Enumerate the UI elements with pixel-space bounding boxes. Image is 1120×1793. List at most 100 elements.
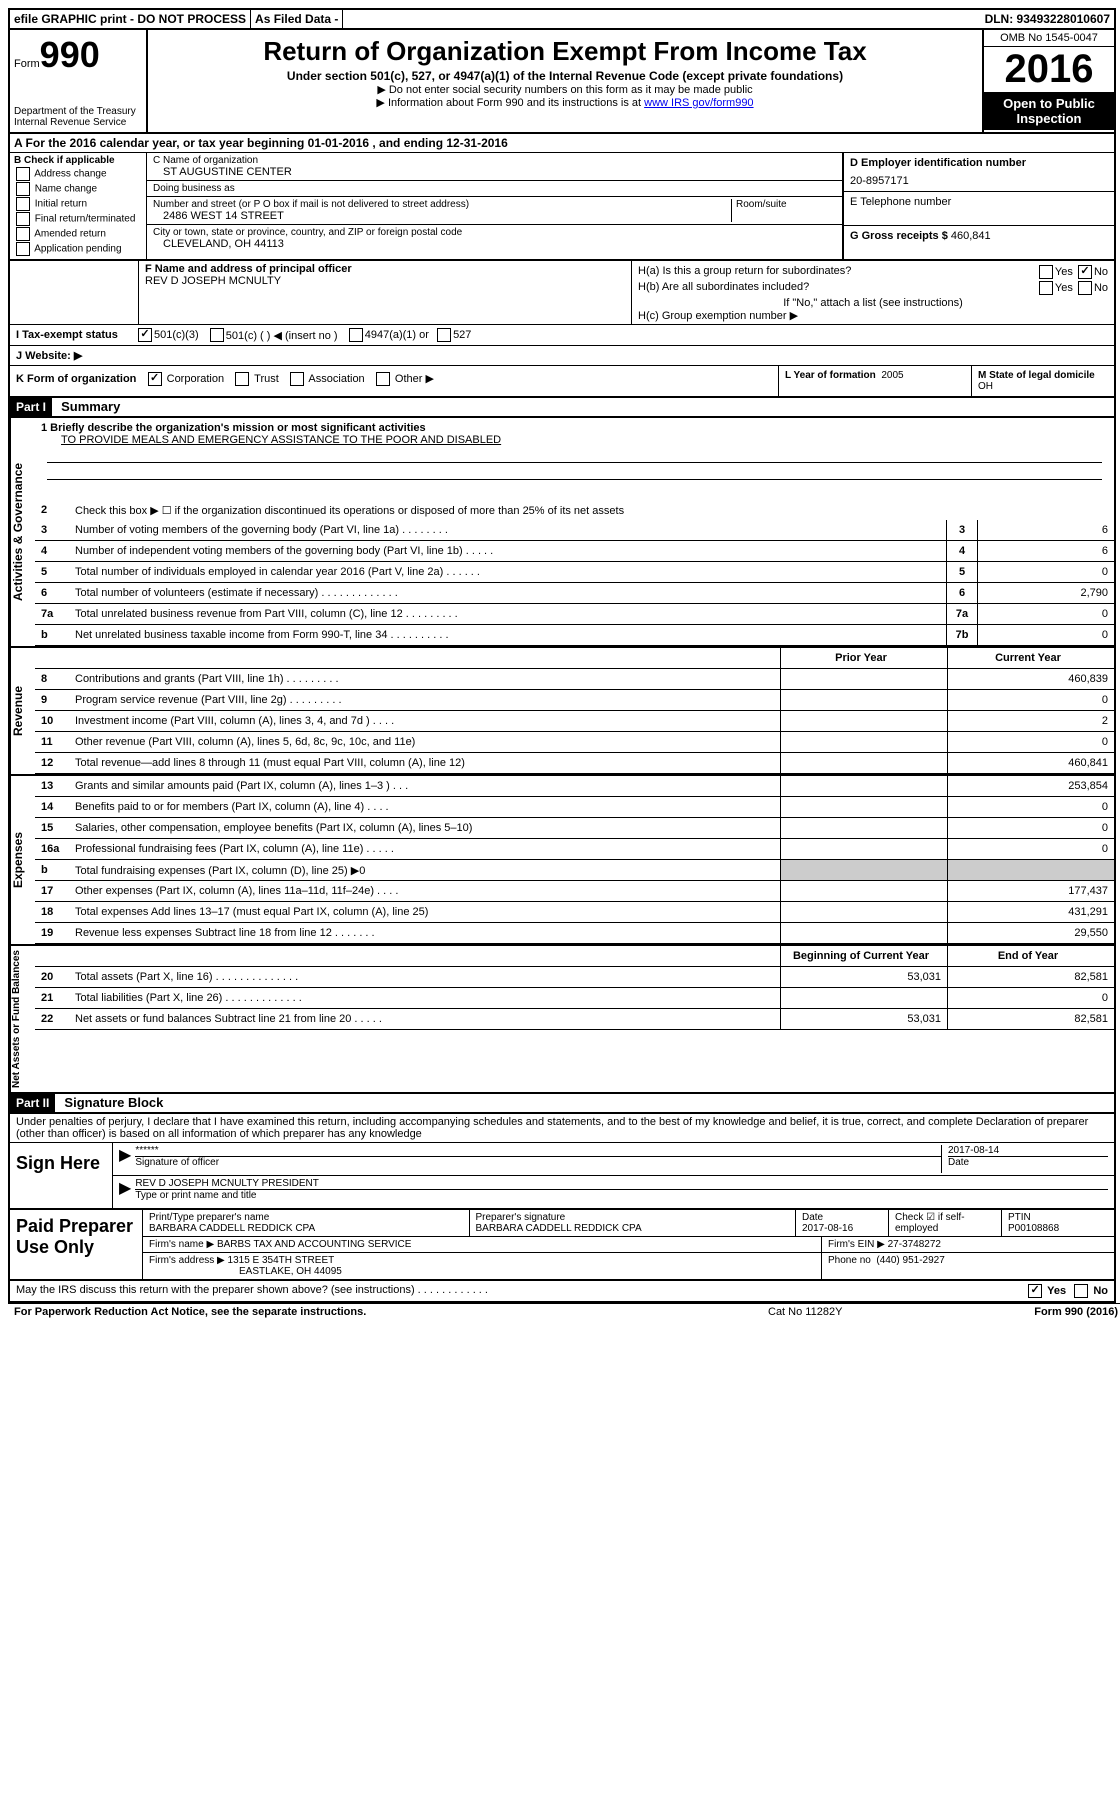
tax-year: 2016 xyxy=(984,47,1114,92)
section-deg: D Employer identification number 20-8957… xyxy=(842,153,1114,259)
street-field: Number and street (or P O box if mail is… xyxy=(147,197,842,225)
ha-no[interactable] xyxy=(1078,265,1092,279)
form-990-container: efile GRAPHIC print - DO NOT PROCESS As … xyxy=(8,8,1116,1303)
line-15: 15 Salaries, other compensation, employe… xyxy=(35,818,1114,839)
trust-check[interactable] xyxy=(235,372,249,386)
check-address-change[interactable]: Address change xyxy=(14,167,142,181)
section-f: F Name and address of principal officer … xyxy=(139,261,632,324)
section-k: K Form of organization Corporation Trust… xyxy=(10,366,778,396)
discuss-row: May the IRS discuss this return with the… xyxy=(10,1281,1114,1301)
line-21: 21 Total liabilities (Part X, line 26) .… xyxy=(35,988,1114,1009)
header-row: Form990 Department of the Treasury Inter… xyxy=(10,30,1114,134)
irs-link[interactable]: www IRS gov/form990 xyxy=(644,97,753,109)
form-prefix: Form xyxy=(14,58,40,70)
line-6: 6 Total number of volunteers (estimate i… xyxy=(35,583,1114,604)
line-7b: b Net unrelated business taxable income … xyxy=(35,625,1114,646)
footer-final: For Paperwork Reduction Act Notice, see … xyxy=(8,1303,1120,1320)
net-header: Beginning of Current Year End of Year xyxy=(35,946,1114,967)
check-name-change[interactable]: Name change xyxy=(14,182,142,196)
section-l: L Year of formation 2005 xyxy=(778,366,971,396)
501c3-check[interactable] xyxy=(138,328,152,342)
note-1: ▶ Do not enter social security numbers o… xyxy=(156,83,974,96)
line-7a: 7a Total unrelated business revenue from… xyxy=(35,604,1114,625)
corp-check[interactable] xyxy=(148,372,162,386)
line-22: 22 Net assets or fund balances Subtract … xyxy=(35,1009,1114,1030)
form-title: Return of Organization Exempt From Incom… xyxy=(156,36,974,67)
row-fh: F Name and address of principal officer … xyxy=(10,261,1114,325)
top-bar: efile GRAPHIC print - DO NOT PROCESS As … xyxy=(10,10,1114,30)
officer-signature-line: ▶ ****** Signature of officer 2017-08-14… xyxy=(113,1143,1114,1176)
line-3: 3 Number of voting members of the govern… xyxy=(35,520,1114,541)
section-b: B Check if applicable Address change Nam… xyxy=(10,153,147,259)
discuss-no[interactable] xyxy=(1074,1284,1088,1298)
open-public-label: Open to Public Inspection xyxy=(984,92,1114,130)
hb-no[interactable] xyxy=(1078,281,1092,295)
section-bcd: B Check if applicable Address change Nam… xyxy=(10,153,1114,261)
line-b: b Total fundraising expenses (Part IX, c… xyxy=(35,860,1114,881)
section-c: C Name of organization ST AUGUSTINE CENT… xyxy=(147,153,842,259)
signature-block: Under penalties of perjury, I declare th… xyxy=(10,1114,1114,1301)
form-number: 990 xyxy=(40,34,100,75)
sign-here-row: Sign Here ▶ ****** Signature of officer … xyxy=(10,1143,1114,1210)
part-1-header: Part I Summary xyxy=(10,398,1114,418)
irs-label: Internal Revenue Service xyxy=(14,117,142,128)
rev-header: Prior Year Current Year xyxy=(35,648,1114,669)
title-cell: Return of Organization Exempt From Incom… xyxy=(148,30,982,132)
expenses-section: Expenses 13 Grants and similar amounts p… xyxy=(10,776,1114,946)
firm-address-line: Firm's address ▶ 1315 E 354TH STREET EAS… xyxy=(143,1253,1114,1279)
part-2-header: Part II Signature Block xyxy=(10,1094,1114,1114)
line-20: 20 Total assets (Part X, line 16) . . . … xyxy=(35,967,1114,988)
line-9: 9 Program service revenue (Part VIII, li… xyxy=(35,690,1114,711)
firm-name-line: Firm's name ▶ BARBS TAX AND ACCOUNTING S… xyxy=(143,1237,1114,1253)
section-m: M State of legal domicileOH xyxy=(971,366,1114,396)
form-number-cell: Form990 Department of the Treasury Inter… xyxy=(10,30,148,132)
line-17: 17 Other expenses (Part IX, column (A), … xyxy=(35,881,1114,902)
dept-label: Department of the Treasury xyxy=(14,106,142,117)
line-8: 8 Contributions and grants (Part VIII, l… xyxy=(35,669,1114,690)
preparer-row: Paid Preparer Use Only Print/Type prepar… xyxy=(10,1210,1114,1281)
section-h: H(a) Is this a group return for subordin… xyxy=(632,261,1114,324)
527-check[interactable] xyxy=(437,328,451,342)
year-cell: OMB No 1545-0047 2016 Open to Public Ins… xyxy=(982,30,1114,132)
form-subtitle: Under section 501(c), 527, or 4947(a)(1)… xyxy=(156,69,974,83)
501c-check[interactable] xyxy=(210,328,224,342)
preparer-name-line: Print/Type preparer's name BARBARA CADDE… xyxy=(143,1210,1114,1237)
line-14: 14 Benefits paid to or for members (Part… xyxy=(35,797,1114,818)
gross-receipts-field: G Gross receipts $ 460,841 xyxy=(844,226,1114,259)
hb-yes[interactable] xyxy=(1039,281,1053,295)
phone-field: E Telephone number xyxy=(844,192,1114,226)
mission-block: 1 Briefly describe the organization's mi… xyxy=(35,418,1114,500)
org-name-field: C Name of organization ST AUGUSTINE CENT… xyxy=(147,153,842,181)
line-10: 10 Investment income (Part VIII, column … xyxy=(35,711,1114,732)
line-13: 13 Grants and similar amounts paid (Part… xyxy=(35,776,1114,797)
line-12: 12 Total revenue—add lines 8 through 11 … xyxy=(35,753,1114,774)
line-18: 18 Total expenses Add lines 13–17 (must … xyxy=(35,902,1114,923)
ha-yes[interactable] xyxy=(1039,265,1053,279)
ein-field: D Employer identification number 20-8957… xyxy=(844,153,1114,192)
check-initial-return[interactable]: Initial return xyxy=(14,197,142,211)
assoc-check[interactable] xyxy=(290,372,304,386)
line-5: 5 Total number of individuals employed i… xyxy=(35,562,1114,583)
officer-name-line: ▶ REV D JOSEPH MCNULTY PRESIDENT Type or… xyxy=(113,1176,1114,1208)
check-amended-return[interactable]: Amended return xyxy=(14,227,142,241)
netassets-section: Net Assets or Fund Balances Beginning of… xyxy=(10,946,1114,1094)
note-2: ▶ Information about Form 990 and its ins… xyxy=(156,96,974,109)
4947-check[interactable] xyxy=(349,328,363,342)
city-field: City or town, state or province, country… xyxy=(147,225,842,252)
line-4: 4 Number of independent voting members o… xyxy=(35,541,1114,562)
line-11: 11 Other revenue (Part VIII, column (A),… xyxy=(35,732,1114,753)
row-a: A For the 2016 calendar year, or tax yea… xyxy=(10,134,1114,153)
dba-field: Doing business as xyxy=(147,181,842,197)
line-19: 19 Revenue less expenses Subtract line 1… xyxy=(35,923,1114,944)
check-application-pending[interactable]: Application pending xyxy=(14,242,142,256)
discuss-yes[interactable] xyxy=(1028,1284,1042,1298)
check-final-return[interactable]: Final return/terminated xyxy=(14,212,142,226)
row-j: J Website: ▶ xyxy=(10,346,1114,366)
omb-number: OMB No 1545-0047 xyxy=(984,30,1114,47)
efile-notice: efile GRAPHIC print - DO NOT PROCESS xyxy=(10,10,251,28)
row-klm: K Form of organization Corporation Trust… xyxy=(10,366,1114,398)
other-check[interactable] xyxy=(376,372,390,386)
governance-section: Activities & Governance 1 Briefly descri… xyxy=(10,418,1114,648)
row-i: I Tax-exempt status 501(c)(3) 501(c) ( )… xyxy=(10,325,1114,346)
section-b-title: B Check if applicable xyxy=(14,155,142,166)
